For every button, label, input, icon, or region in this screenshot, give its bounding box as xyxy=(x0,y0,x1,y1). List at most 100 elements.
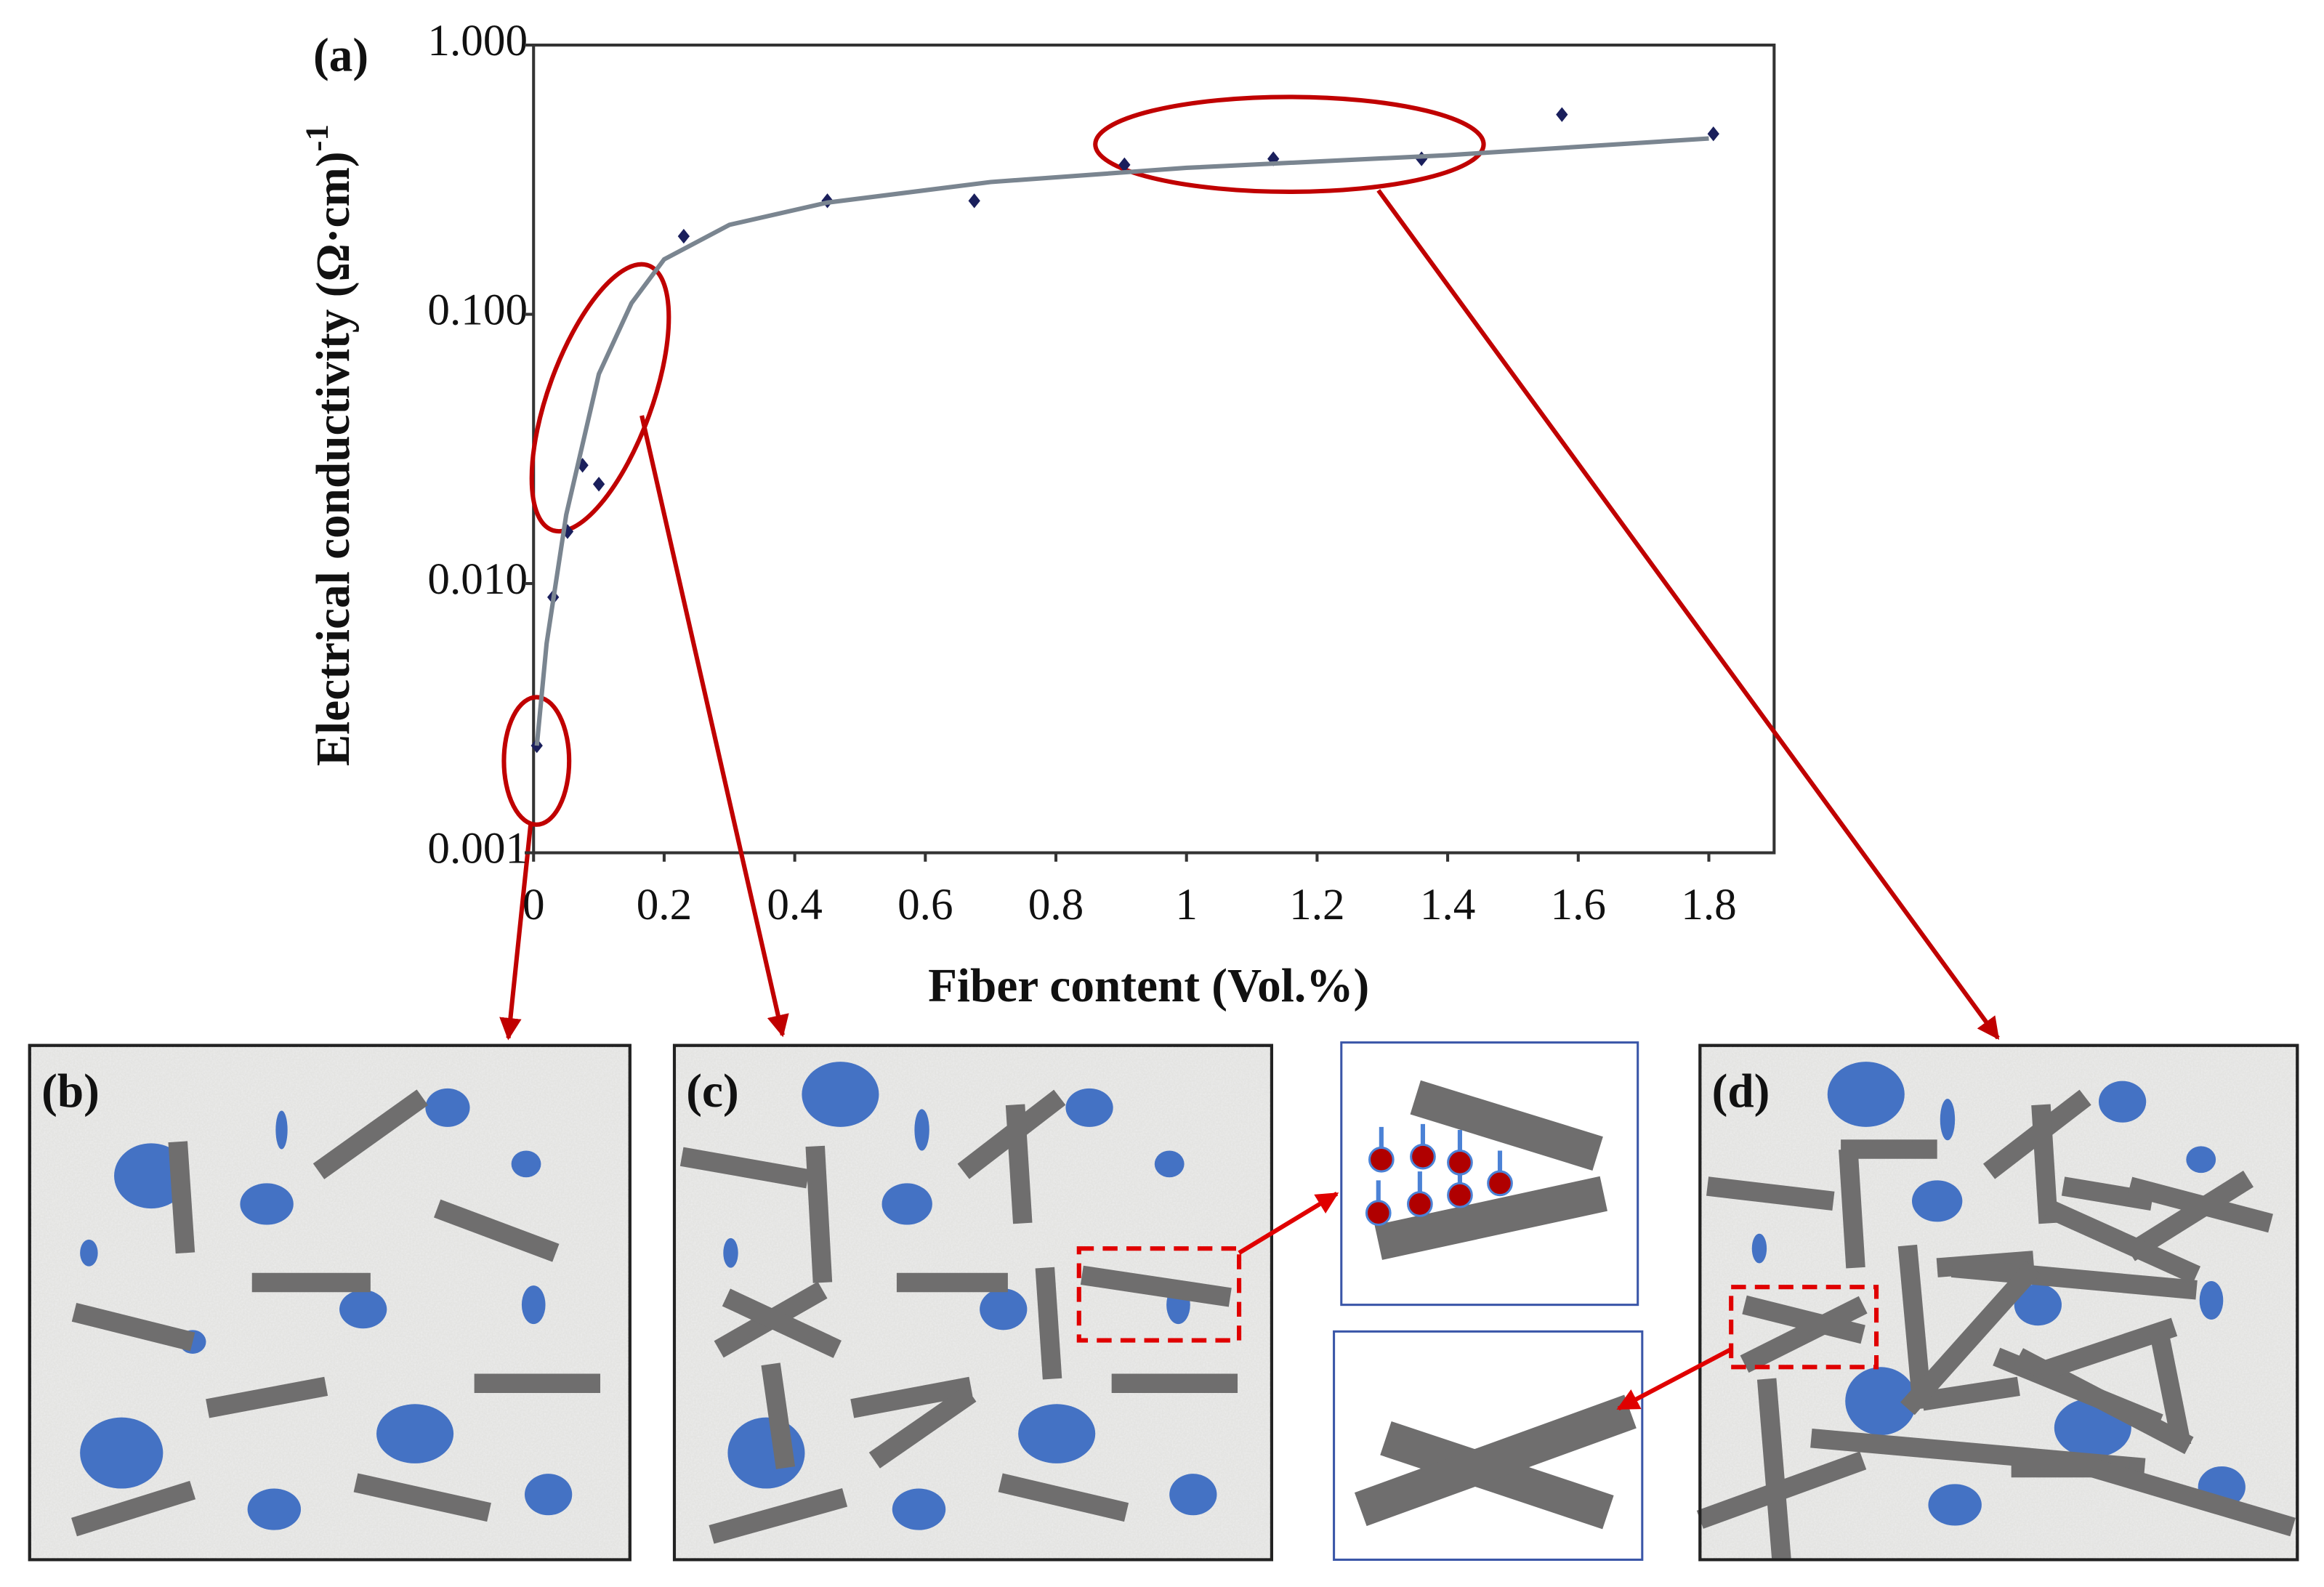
data-point xyxy=(1556,107,1568,122)
x-tick-label: 1.2 xyxy=(1289,880,1344,929)
aggregate xyxy=(80,1417,164,1489)
data-point xyxy=(1707,126,1719,142)
zoom-arrow xyxy=(1238,1192,1339,1255)
arrow xyxy=(499,824,533,1041)
fiber xyxy=(722,1288,842,1358)
aggregate xyxy=(1845,1367,1917,1436)
fiber xyxy=(312,1089,428,1179)
fiber xyxy=(1706,1176,1835,1211)
aggregate xyxy=(1928,1484,1982,1526)
fiber xyxy=(2031,1104,2058,1224)
charge xyxy=(1368,1146,1395,1173)
y-tick-label: 0.001 xyxy=(427,824,528,873)
chart-title: (a) xyxy=(313,29,368,81)
aggregate xyxy=(1912,1180,1963,1222)
fiber xyxy=(353,1473,491,1522)
fiber xyxy=(761,1362,796,1469)
aggregate xyxy=(240,1183,294,1225)
fiber xyxy=(868,1386,977,1469)
aggregate xyxy=(2098,1081,2147,1123)
fiber xyxy=(1742,1295,1865,1344)
aggregate xyxy=(892,1488,946,1530)
fiber xyxy=(998,1473,1129,1522)
charge xyxy=(1447,1182,1473,1208)
data-point xyxy=(677,228,690,244)
aggregate xyxy=(524,1474,573,1516)
zoom-box xyxy=(1729,1285,1879,1370)
fiber xyxy=(1035,1267,1062,1380)
fiber xyxy=(2090,1458,2296,1537)
aggregate xyxy=(247,1488,302,1530)
fiber xyxy=(1410,1080,1603,1171)
aggregate xyxy=(80,1239,98,1267)
aggregate xyxy=(2199,1281,2224,1320)
fiber xyxy=(1005,1104,1033,1224)
fiber xyxy=(2044,1199,2201,1284)
aggregate xyxy=(1169,1474,1217,1516)
fiber xyxy=(206,1376,328,1418)
fit-line xyxy=(534,136,1709,746)
panel-label: (b) xyxy=(41,1065,100,1118)
aggregate xyxy=(2014,1284,2062,1326)
fiber xyxy=(1080,1265,1232,1307)
data-point xyxy=(1118,157,1131,173)
y-tick-label: 0.010 xyxy=(427,554,528,604)
fiber xyxy=(1950,1258,2198,1300)
panels: (b) (c) (d) xyxy=(28,1041,2299,1562)
fiber xyxy=(1740,1296,1868,1373)
aggregate xyxy=(1940,1099,1956,1141)
charge xyxy=(1365,1200,1392,1227)
x-tick-label: 1.8 xyxy=(1681,880,1736,929)
fiber xyxy=(71,1302,195,1352)
aggregate xyxy=(521,1285,546,1325)
aggregate xyxy=(723,1237,738,1268)
aggregate xyxy=(802,1062,879,1127)
highlight xyxy=(529,262,671,534)
y-axis-label-sup: -1 xyxy=(299,124,335,151)
aggregate xyxy=(914,1109,929,1151)
aggregate xyxy=(1018,1404,1096,1463)
aggregate xyxy=(425,1088,470,1127)
fiber xyxy=(1839,1148,1865,1269)
aggregate xyxy=(1827,1062,1905,1127)
plot-area xyxy=(532,43,1776,855)
aggregate xyxy=(2186,1146,2216,1174)
y-axis-label: Electrical conductivity (Ω·cm)-1 xyxy=(299,124,360,766)
fiber xyxy=(1756,1378,1791,1561)
fiber xyxy=(709,1488,848,1544)
fiber xyxy=(2038,1317,2178,1381)
x-tick-label: 1.6 xyxy=(1551,880,1606,929)
fiber xyxy=(2150,1332,2192,1447)
zoom-arrow xyxy=(1616,1347,1732,1411)
aggregate xyxy=(1751,1233,1767,1264)
fiber xyxy=(2061,1176,2154,1211)
zoom-box xyxy=(1076,1246,1242,1343)
charge xyxy=(1410,1143,1436,1170)
fiber xyxy=(168,1141,195,1254)
charge xyxy=(1407,1191,1433,1217)
charge xyxy=(1487,1170,1513,1197)
fiber xyxy=(1900,1261,2041,1416)
arrow xyxy=(639,415,789,1038)
aggregate xyxy=(376,1404,454,1463)
x-tick-label: 0.6 xyxy=(897,880,953,929)
x-tick-label: 0 xyxy=(523,880,545,929)
inset xyxy=(1340,1041,1639,1307)
fiber xyxy=(1374,1176,1607,1260)
x-tick-label: 1 xyxy=(1175,880,1198,929)
panel-border xyxy=(28,1043,632,1562)
fiber xyxy=(1921,1376,2020,1411)
fiber xyxy=(1696,1451,1867,1529)
x-tick-label: 0.4 xyxy=(767,880,822,929)
fiber xyxy=(679,1147,810,1189)
highlight xyxy=(501,695,572,827)
fiber xyxy=(850,1376,973,1418)
highlight xyxy=(1093,94,1486,195)
y-axis-label-main: Electrical conductivity (Ω·cm) xyxy=(307,151,360,766)
aggregate xyxy=(511,1150,541,1178)
panel-border xyxy=(672,1043,1273,1562)
x-axis-label: Fiber content (Vol.%) xyxy=(928,960,1369,1012)
x-tick-label: 1.4 xyxy=(1420,880,1475,929)
arrow xyxy=(1376,189,2000,1040)
